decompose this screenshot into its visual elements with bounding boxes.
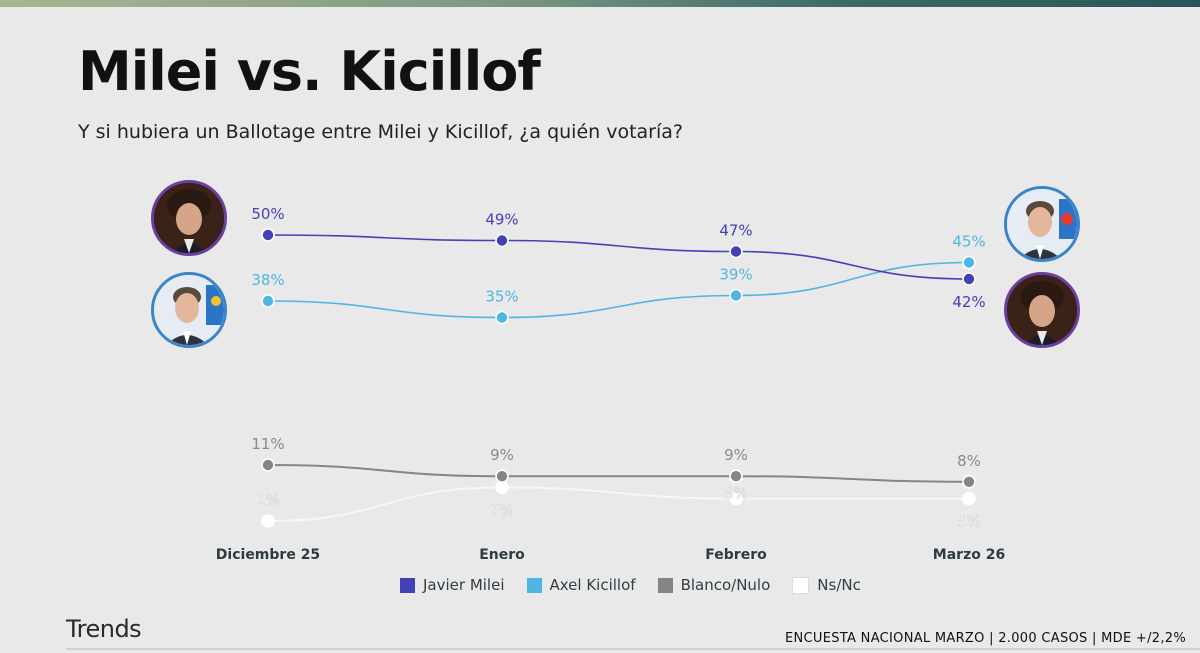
legend-label-axel-kicillof: Axel Kicillof [549, 576, 636, 594]
x-tick-label-3: Marzo 26 [933, 547, 1005, 563]
legend-swatch-ns-nc [792, 576, 810, 594]
data-point-axel-kicillof-0 [261, 294, 275, 308]
data-point-blanco-nulo-3 [962, 474, 976, 489]
legend-label-blanco-nulo: Blanco/Nulo [680, 576, 771, 594]
x-tick-label-2: Febrero [705, 547, 767, 563]
legend-item-ns-nc: Ns/Nc [792, 576, 861, 594]
data-label-ns-nc-1: 7% [490, 501, 514, 519]
data-point-axel-kicillof-1 [495, 310, 509, 325]
data-label-axel-kicillof-2: 39% [719, 266, 752, 284]
data-point-axel-kicillof-3 [962, 255, 976, 270]
data-point-ns-nc-2 [729, 491, 743, 506]
data-point-axel-kicillof-2 [729, 288, 743, 303]
javier-milei-portrait-left [151, 180, 227, 256]
x-tick-label-0: Diciembre 25 [216, 547, 320, 563]
survey-footnote: ENCUESTA NACIONAL MARZO | 2.000 CASOS | … [785, 631, 1186, 646]
javier-milei-portrait-right [1004, 272, 1080, 348]
series-line-ns-nc [267, 486, 969, 522]
data-label-ns-nc-0: 1% [256, 491, 280, 509]
x-tick-label-1: Enero [479, 547, 525, 563]
data-label-javier-milei-0: 50% [251, 205, 284, 223]
series-line-blanco-nulo [267, 464, 970, 483]
data-point-javier-milei-0 [261, 228, 275, 242]
data-label-blanco-nulo-3: 8% [957, 452, 981, 470]
data-point-blanco-nulo-2 [729, 469, 743, 484]
data-label-blanco-nulo-2: 9% [724, 446, 748, 464]
chart-title: Milei vs. Kicillof [78, 40, 541, 103]
data-point-javier-milei-2 [729, 244, 743, 259]
legend-swatch-javier-milei [400, 577, 415, 593]
chart-legend: Javier Milei Axel Kicillof Blanco/Nulo Ns/N… [400, 574, 861, 596]
data-label-blanco-nulo-0: 11% [251, 435, 284, 453]
axel-kicillof-portrait-left [151, 272, 227, 348]
data-point-ns-nc-1 [495, 480, 509, 495]
legend-swatch-blanco-nulo [657, 577, 673, 593]
brand-logo-text: Trends [66, 615, 142, 643]
data-label-axel-kicillof-3: 45% [952, 233, 985, 251]
data-point-blanco-nulo-1 [495, 469, 509, 484]
data-point-ns-nc-3 [962, 491, 976, 506]
footer-divider [66, 648, 1200, 650]
data-label-ns-nc-3: 5% [957, 513, 981, 531]
data-point-javier-milei-3 [962, 272, 976, 286]
legend-item-axel-kicillof: Axel Kicillof [526, 576, 636, 594]
legend-label-javier-milei: Javier Milei [423, 576, 505, 594]
data-label-javier-milei-3: 42% [952, 293, 985, 311]
data-point-ns-nc-0 [261, 514, 275, 528]
series-line-javier-milei [267, 234, 970, 280]
legend-item-blanco-nulo: Blanco/Nulo [657, 576, 771, 594]
data-label-axel-kicillof-0: 38% [251, 271, 284, 289]
data-point-blanco-nulo-0 [261, 458, 275, 472]
chart-subtitle: Y si hubiera un Ballotage entre Milei y … [78, 121, 683, 143]
legend-label-ns-nc: Ns/Nc [817, 576, 861, 594]
axel-kicillof-portrait-right [1004, 186, 1080, 262]
top-accent-band [0, 0, 1200, 7]
data-point-javier-milei-1 [495, 233, 509, 248]
data-label-axel-kicillof-1: 35% [485, 288, 518, 306]
data-label-ns-nc-2: 5% [724, 485, 748, 503]
data-label-javier-milei-2: 47% [719, 222, 752, 240]
data-label-javier-milei-1: 49% [485, 211, 518, 229]
legend-swatch-axel-kicillof [526, 577, 542, 593]
legend-item-javier-milei: Javier Milei [400, 576, 505, 594]
series-line-axel-kicillof [267, 261, 970, 319]
data-label-blanco-nulo-1: 9% [490, 446, 514, 464]
